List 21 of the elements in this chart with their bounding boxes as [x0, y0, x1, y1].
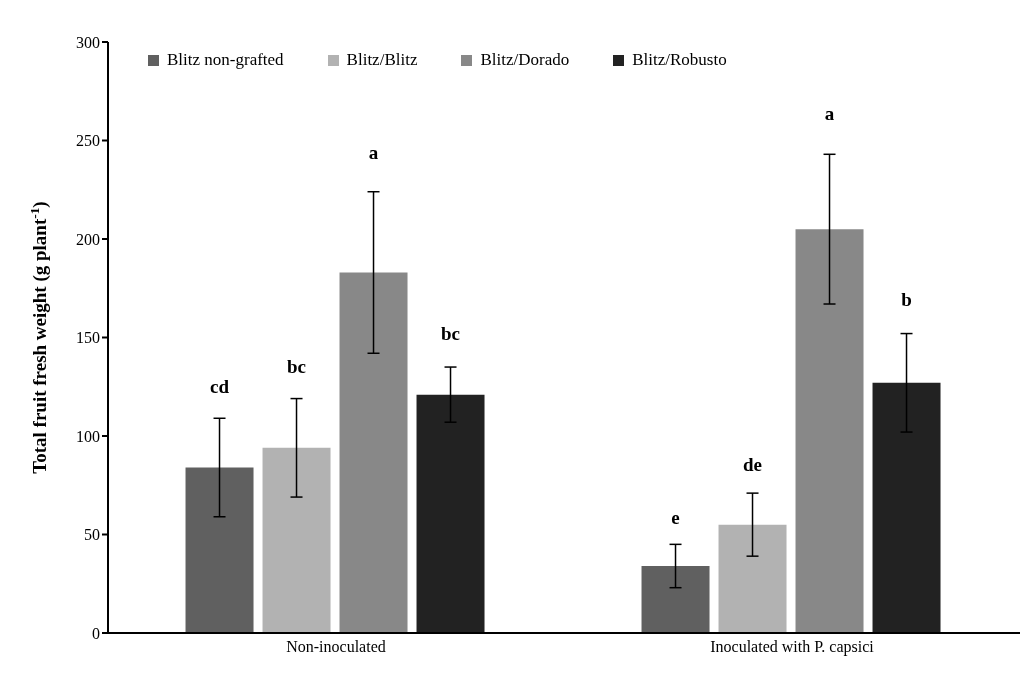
- annotation: a: [368, 142, 379, 164]
- annotation: bc: [441, 323, 461, 345]
- annotation: a: [824, 103, 835, 125]
- x-tick-label: Non-inoculated: [286, 638, 386, 656]
- annotation: de: [743, 453, 763, 475]
- y-tick-label: 50: [84, 526, 100, 544]
- y-tick-label: 300: [76, 33, 100, 51]
- annotation: cd: [210, 376, 230, 398]
- legend-label: Blitz/Dorado: [480, 50, 570, 70]
- y-tick-label: 200: [76, 230, 100, 248]
- y-tick-label: 100: [76, 427, 100, 445]
- y-tick-label: 0: [92, 624, 100, 642]
- annotation: bc: [287, 356, 307, 377]
- legend-label: Blitz/Robusto: [632, 50, 727, 70]
- annotation: b: [901, 288, 912, 310]
- y-tick-label: 150: [76, 329, 100, 347]
- annotation: e: [671, 506, 680, 528]
- legend-label: Blitz/Blitz: [346, 50, 418, 70]
- legend-label: Blitz non-grafted: [167, 50, 284, 70]
- y-tick-label: 250: [76, 132, 100, 150]
- x-tick-label: Inoculated with P. capsici: [710, 638, 875, 657]
